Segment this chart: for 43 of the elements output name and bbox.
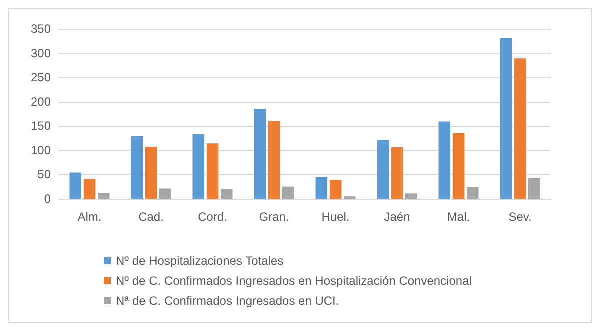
bar [438,122,451,199]
bar [220,189,233,199]
x-tick-label: Alm. [78,210,102,224]
x-tick-label: Sev. [508,210,532,224]
bar [514,58,526,199]
legend-label: Nº de C. Confirmados Ingresados en Hospitalización Convencional [116,274,472,288]
bar [316,177,328,199]
bar [70,172,82,199]
bar [254,109,266,199]
bar [528,178,540,199]
x-tick-label: Gran. [259,210,290,224]
bar [330,180,342,199]
x-tick-label: Cord. [198,210,228,224]
bar [500,38,512,199]
bar [192,134,205,199]
x-tick-label: Jaén [384,210,410,224]
bar [344,196,356,199]
bar [405,194,418,199]
legend-label: Nª de C. Confirmados Ingresados en UCI. [116,294,340,308]
bar [159,188,172,199]
y-tick-label: 300 [30,46,52,60]
bar [268,121,280,199]
y-tick-label: 200 [30,94,52,109]
y-tick-label: 250 [30,70,52,85]
bar [391,148,404,199]
bar [145,147,158,199]
y-tick-label: 0 [44,192,52,206]
y-tick-label: 150 [30,119,52,134]
bar [452,133,465,199]
bar [282,186,294,199]
bar [98,193,110,199]
bar [84,179,96,199]
x-tick-label: Mal. [447,210,470,224]
x-tick-label: Huel. [322,210,350,224]
bar [377,140,390,199]
bar [206,144,219,199]
y-tick-label: 100 [30,143,52,158]
legend-label: Nº de Hospitalizaciones Totales [116,254,284,268]
y-tick-label: 50 [38,168,52,182]
y-tick-label: 350 [30,22,52,36]
x-tick-label: Cad. [138,210,164,224]
bar [131,136,144,199]
bar [466,187,479,199]
